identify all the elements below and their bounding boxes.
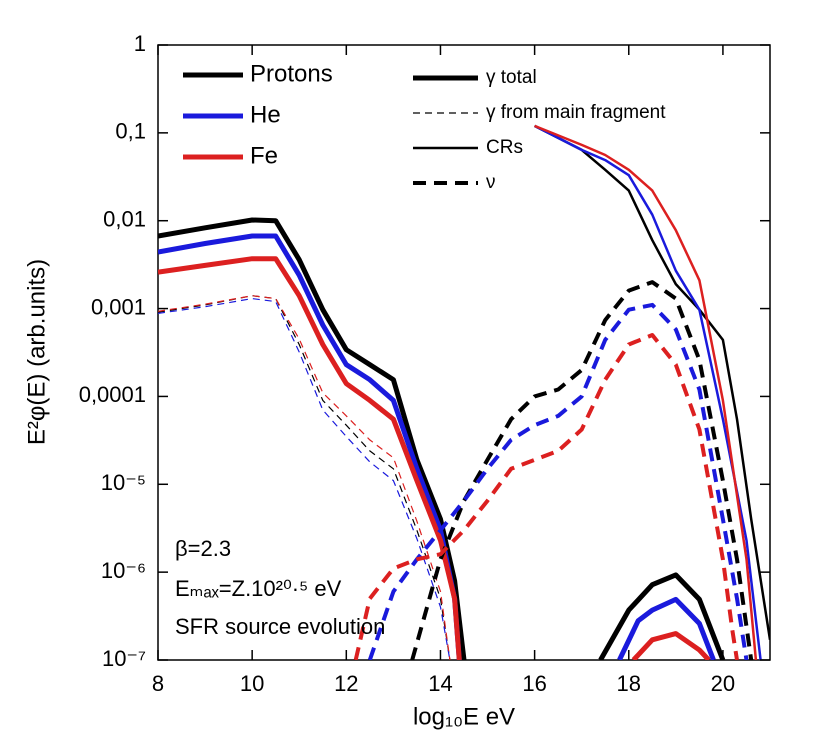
- legend-label: ν: [486, 172, 496, 193]
- series-line: [353, 333, 739, 660]
- plot-frame: [157, 44, 771, 661]
- series-line: [367, 302, 749, 660]
- legend-label: γ from main fragment: [486, 102, 666, 123]
- series-line: [158, 295, 451, 660]
- x-tick-label: 8: [152, 671, 164, 696]
- series-line: [158, 298, 451, 660]
- y-tick-label: 0,1: [115, 119, 146, 144]
- x-tick-label: 20: [711, 671, 735, 696]
- legend-label: Fe: [250, 142, 278, 169]
- annotation: β=2.3: [175, 536, 231, 561]
- y-axis-title: E²φ(E) (arb.units): [23, 259, 50, 445]
- x-tick-label: 10: [240, 671, 264, 696]
- y-tick-label: 1: [134, 31, 146, 56]
- x-tick-label: 12: [334, 671, 358, 696]
- y-tick-label: 10⁻⁶: [101, 558, 146, 583]
- legend-label: Protons: [250, 60, 333, 87]
- y-tick-label: 0,001: [91, 294, 146, 319]
- annotation: Eₘₐₓ=Z.10²⁰·⁵ eV: [175, 576, 342, 601]
- y-tick-label: 0,0001: [79, 382, 146, 407]
- y-tick-label: 0,01: [103, 207, 146, 232]
- legend-label: He: [250, 101, 281, 128]
- y-tick-label: 10⁻⁵: [101, 470, 146, 495]
- annotation: SFR source evolution: [175, 614, 385, 639]
- x-tick-label: 16: [522, 671, 546, 696]
- series-line: [158, 295, 451, 660]
- series-line: [158, 217, 726, 660]
- series-line: [158, 256, 711, 660]
- x-tick-label: 14: [428, 671, 452, 696]
- series-line: [534, 124, 758, 660]
- series-line: [410, 280, 754, 660]
- x-tick-label: 18: [617, 671, 641, 696]
- series-group: [158, 124, 770, 660]
- series-line: [534, 124, 770, 640]
- legend-label: CRs: [486, 137, 523, 158]
- y-tick-label: 10⁻⁷: [102, 646, 146, 671]
- legend-label: γ total: [486, 67, 537, 88]
- x-axis-title: log₁₀E eV: [413, 703, 515, 730]
